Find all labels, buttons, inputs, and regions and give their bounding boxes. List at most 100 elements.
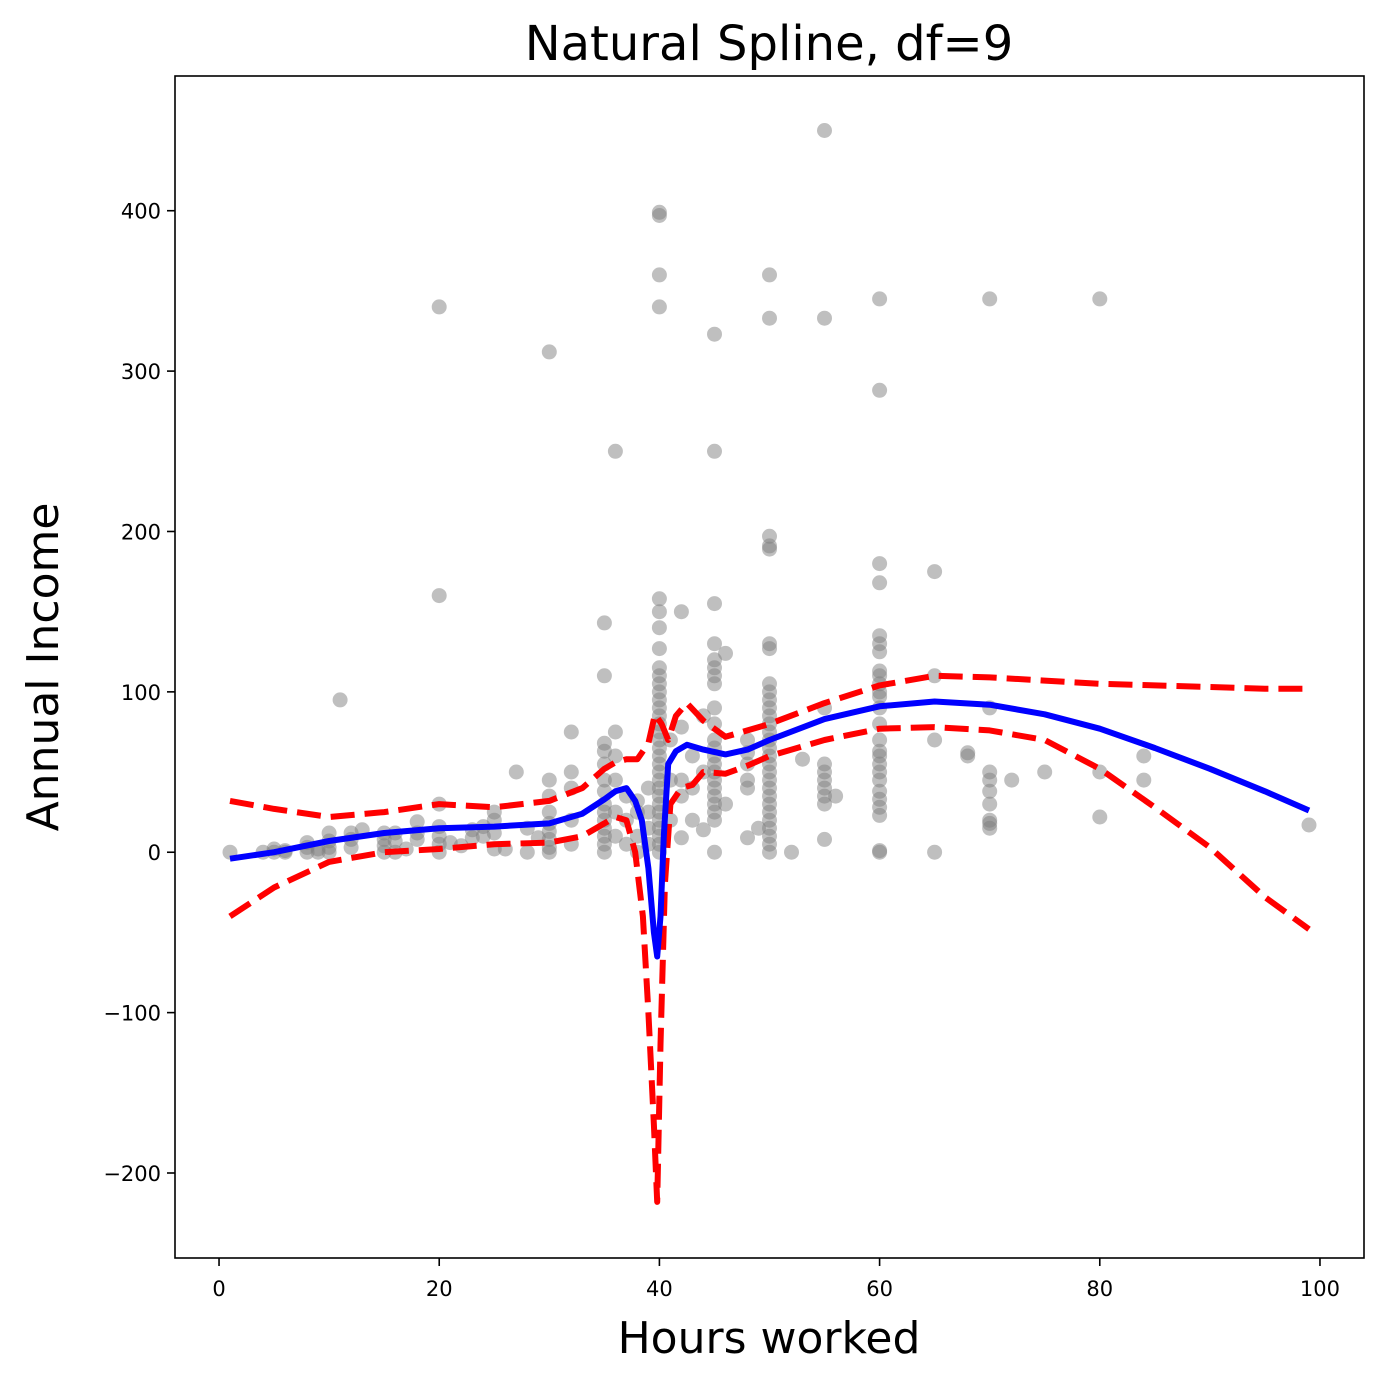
- y-axis-label: Annual Income: [18, 503, 69, 832]
- data-point: [982, 783, 998, 799]
- data-point: [762, 528, 777, 544]
- data-point: [740, 772, 755, 788]
- data-point: [718, 796, 733, 812]
- x-tick-label: 60: [866, 1277, 893, 1301]
- data-point: [541, 772, 557, 788]
- data-point: [872, 743, 888, 759]
- y-axis: −200 −100 0 100 200 300 400: [103, 200, 175, 1186]
- data-point: [596, 615, 612, 631]
- data-point: [872, 732, 888, 748]
- data-point: [596, 668, 612, 684]
- data-point: [872, 556, 888, 572]
- data-point: [927, 668, 943, 684]
- data-point: [872, 843, 888, 859]
- data-point: [762, 267, 777, 283]
- data-point: [695, 822, 711, 838]
- data-point: [982, 812, 998, 828]
- data-point: [707, 844, 722, 860]
- x-tick-label: 80: [1086, 1277, 1113, 1301]
- data-point: [740, 732, 755, 748]
- data-point: [762, 676, 777, 692]
- data-point: [332, 692, 348, 708]
- data-point: [618, 836, 634, 852]
- data-point: [872, 575, 888, 591]
- y-tick-label: 400: [121, 200, 161, 224]
- lower-band-line: [228, 724, 1311, 1205]
- data-point: [751, 820, 766, 836]
- y-tick-label: −200: [103, 1162, 161, 1186]
- data-point: [684, 748, 700, 764]
- x-tick-label: 20: [426, 1277, 453, 1301]
- data-point: [927, 732, 943, 748]
- data-point: [519, 844, 535, 860]
- plot-area: [174, 75, 1365, 1259]
- y-tick-label: 300: [121, 360, 161, 384]
- data-point: [960, 745, 976, 761]
- data-point: [828, 788, 844, 804]
- data-point: [607, 724, 623, 740]
- data-point: [872, 663, 888, 679]
- data-point: [795, 751, 810, 767]
- data-point: [431, 588, 447, 604]
- chart-title: Natural Spline, df=9: [525, 16, 1014, 72]
- data-point: [707, 716, 722, 732]
- data-point: [673, 830, 689, 846]
- data-point: [673, 604, 689, 620]
- data-point: [927, 564, 943, 580]
- data-point: [651, 660, 667, 676]
- data-point: [563, 764, 579, 780]
- data-point: [541, 804, 557, 820]
- data-point: [651, 620, 667, 636]
- data-point: [1004, 772, 1020, 788]
- data-point: [707, 443, 722, 459]
- data-point: [707, 636, 722, 652]
- data-point: [651, 604, 667, 620]
- data-point: [640, 804, 656, 820]
- x-tick-label: 0: [212, 1277, 225, 1301]
- x-tick-label: 100: [1300, 1277, 1340, 1301]
- data-point: [640, 780, 656, 796]
- x-axis-label: Hours worked: [618, 1313, 921, 1364]
- data-point: [673, 719, 689, 735]
- data-point: [651, 267, 667, 283]
- data-point: [707, 326, 722, 342]
- data-point: [707, 652, 722, 668]
- data-point: [982, 764, 998, 780]
- data-point: [784, 844, 799, 860]
- data-point: [872, 382, 888, 398]
- data-point: [486, 804, 502, 820]
- y-tick-label: 0: [148, 841, 161, 865]
- data-point: [707, 596, 722, 612]
- data-point: [596, 735, 612, 751]
- data-point: [762, 636, 777, 652]
- data-point: [817, 123, 832, 138]
- fit-line: [229, 698, 1311, 960]
- data-point: [1092, 291, 1108, 307]
- data-point: [321, 825, 337, 841]
- data-point: [409, 814, 425, 830]
- y-tick-label: 100: [121, 681, 161, 705]
- data-point: [817, 310, 832, 326]
- data-point: [1037, 764, 1053, 780]
- data-point: [1301, 817, 1317, 833]
- data-point: [651, 299, 667, 315]
- y-tick-label: 200: [121, 520, 161, 544]
- data-point: [982, 796, 998, 812]
- fit-lines: [228, 672, 1311, 1205]
- y-tick-label: −100: [103, 1002, 161, 1026]
- data-point: [740, 830, 755, 846]
- data-point: [651, 204, 667, 220]
- data-point: [607, 443, 623, 459]
- data-point: [872, 291, 888, 307]
- data-point: [541, 344, 557, 360]
- data-point: [1092, 809, 1108, 825]
- data-point: [707, 700, 722, 716]
- data-point: [817, 756, 832, 772]
- data-point: [817, 831, 832, 847]
- upper-band-line: [229, 672, 1309, 820]
- x-axis: 0 20 40 60 80 100: [212, 1258, 1340, 1301]
- data-point: [651, 641, 667, 657]
- data-point: [651, 591, 667, 607]
- data-point: [982, 291, 998, 307]
